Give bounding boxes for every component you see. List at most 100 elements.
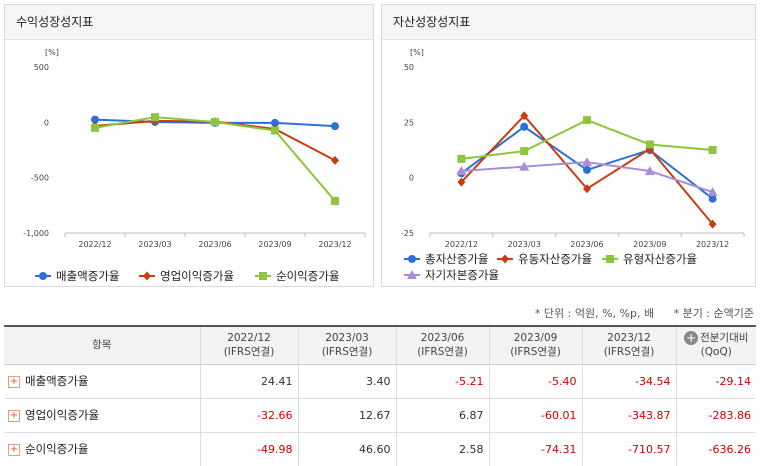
expand-icon[interactable]: + <box>8 409 20 422</box>
table-cell: -710.57 <box>581 432 676 466</box>
header-col-1: 2022/12 (IFRS연결) <box>199 325 298 365</box>
legend-label: 총자산증가율 <box>425 252 488 266</box>
asset-growth-title: 자산성장성지표 <box>382 5 755 40</box>
data-point <box>331 196 339 205</box>
header-col-5: 2023/12 (IFRS연결) <box>581 325 676 365</box>
legend-label: 영업이익증가율 <box>160 269 234 283</box>
profit-growth-chart: [%] 500 0 -500 -1,000 2022/12 2023/03 2023/06 20… <box>23 48 366 283</box>
legend-label: 유형자산증가율 <box>623 252 697 266</box>
table-row: + 순이익증가율 -49.98 46.60 2.58 -74.31 -710.57… <box>4 432 756 466</box>
table-cell: 46.60 <box>297 432 396 466</box>
data-point <box>708 194 717 203</box>
series-line <box>461 119 713 160</box>
y-tick-label: 0 <box>409 174 414 183</box>
data-point <box>457 154 466 163</box>
table-row: + 매출액증가율 24.41 3.40 -5.21 -5.40 -34.54 -2… <box>4 364 756 399</box>
header-item: 항목 <box>4 325 200 365</box>
data-point <box>583 165 591 174</box>
data-point <box>520 122 529 131</box>
data-point <box>331 122 339 131</box>
table-header-row: 항목 2022/12 (IFRS연결) 2023/03 (IFRS연결) 2023/… <box>4 325 756 365</box>
table-cell: -343.87 <box>581 398 676 433</box>
asset-growth-panel: 자산성장성지표 [%] 50 25 0 -25 2022/12 2023/03 2023/06… <box>381 4 756 287</box>
growth-table: 항목 2022/12 (IFRS연결) 2023/03 (IFRS연결) 2023/… <box>4 325 756 466</box>
header-col-4-period: 2023/09 <box>513 332 558 345</box>
header-col-3-basis: (IFRS연결) <box>417 346 468 359</box>
y-tick-label: 50 <box>404 63 414 72</box>
header-col-4-basis: (IFRS연결) <box>510 346 561 359</box>
data-point <box>457 177 466 187</box>
row-label: 매출액증가율 <box>25 374 89 388</box>
legend-marker <box>143 271 151 281</box>
series-line <box>94 116 336 202</box>
y-tick-label: -500 <box>31 174 49 183</box>
table-cell: 2.58 <box>395 432 489 466</box>
row-label: 순이익증가율 <box>25 442 89 456</box>
table-cell: 3.40 <box>297 364 396 399</box>
header-col-2-period: 2023/03 <box>325 332 369 345</box>
x-tick-label: 2023/06 <box>570 240 603 249</box>
header-col-5-basis: (IFRS연결) <box>603 346 655 359</box>
header-col-1-basis: (IFRS연결) <box>223 346 275 359</box>
data-point <box>708 146 717 154</box>
row-label-cell[interactable]: + 영업이익증가율 <box>4 398 200 433</box>
x-tick-label: 2023/03 <box>138 240 171 249</box>
expand-icon[interactable]: + <box>8 443 20 456</box>
data-point <box>644 166 655 176</box>
header-col-5-period: 2023/12 <box>607 332 651 345</box>
data-point <box>271 118 279 127</box>
x-tick-label: 2022/12 <box>445 240 478 249</box>
data-point <box>211 118 219 127</box>
header-col-qoq-sub: (QoQ) <box>700 346 732 359</box>
asset-growth-chart: [%] 50 25 0 -25 2022/12 2023/03 2023/06 2023/09 2… <box>401 48 745 282</box>
x-tick-label: 2023/03 <box>508 240 541 249</box>
header-col-3-period: 2023/06 <box>420 332 465 345</box>
table-cell: 12.67 <box>297 398 396 433</box>
unit-note: * 단위 : 억원, %, %p, 배 <box>534 307 655 320</box>
x-tick-label: 2023/06 <box>198 240 231 249</box>
y-tick-label: 25 <box>404 118 414 127</box>
data-point <box>707 187 718 197</box>
table-cell: 6.87 <box>395 398 489 433</box>
table-cell: -636.26 <box>675 432 756 466</box>
table-cell: -34.54 <box>581 364 676 399</box>
legend-marker <box>407 270 417 279</box>
x-tick-label: 2023/09 <box>633 240 666 249</box>
header-col-1-period: 2022/12 <box>227 332 271 345</box>
table-cell: -29.14 <box>675 364 756 399</box>
header-col-4: 2023/09 (IFRS연결) <box>488 325 582 365</box>
data-point <box>519 161 530 171</box>
data-point <box>331 155 339 165</box>
y-unit-label: [%] <box>410 48 424 57</box>
data-point <box>520 111 529 121</box>
header-col-3: 2023/06 (IFRS연결) <box>395 325 489 365</box>
table-cell: -74.31 <box>488 432 582 466</box>
y-tick-label: -25 <box>401 229 414 238</box>
table-cell: -49.98 <box>199 432 298 466</box>
y-tick-label: 500 <box>34 63 49 72</box>
table-cell: 24.41 <box>199 364 298 399</box>
x-tick-label: 2023/09 <box>258 240 291 249</box>
x-tick-label: 2023/12 <box>696 240 729 249</box>
row-label: 영업이익증가율 <box>25 408 100 422</box>
x-tick-label: 2023/12 <box>318 240 351 249</box>
data-point <box>520 147 529 156</box>
expand-icon[interactable]: + <box>8 375 20 388</box>
table-cell: -32.66 <box>199 398 298 433</box>
header-col-qoq: + 전분기대비 (QoQ) <box>675 325 756 365</box>
legend-label: 매출액증가율 <box>56 269 119 283</box>
row-label-cell[interactable]: + 순이익증가율 <box>4 432 200 466</box>
data-point <box>583 184 591 194</box>
units-note: * 단위 : 억원, %, %p, 배 * 분기 : 순액기준 <box>535 305 754 321</box>
row-label-cell[interactable]: + 매출액증가율 <box>4 364 200 399</box>
legend-marker <box>606 255 614 263</box>
data-point <box>271 126 279 135</box>
legend-marker <box>501 254 509 264</box>
header-col-2-basis: (IFRS연결) <box>321 346 373 359</box>
data-point <box>582 157 592 167</box>
data-point <box>151 113 159 122</box>
plus-circle-icon[interactable]: + <box>684 331 699 346</box>
profit-growth-title: 수익성장성지표 <box>5 5 373 40</box>
y-unit-label: [%] <box>45 48 59 57</box>
data-point <box>456 166 467 176</box>
